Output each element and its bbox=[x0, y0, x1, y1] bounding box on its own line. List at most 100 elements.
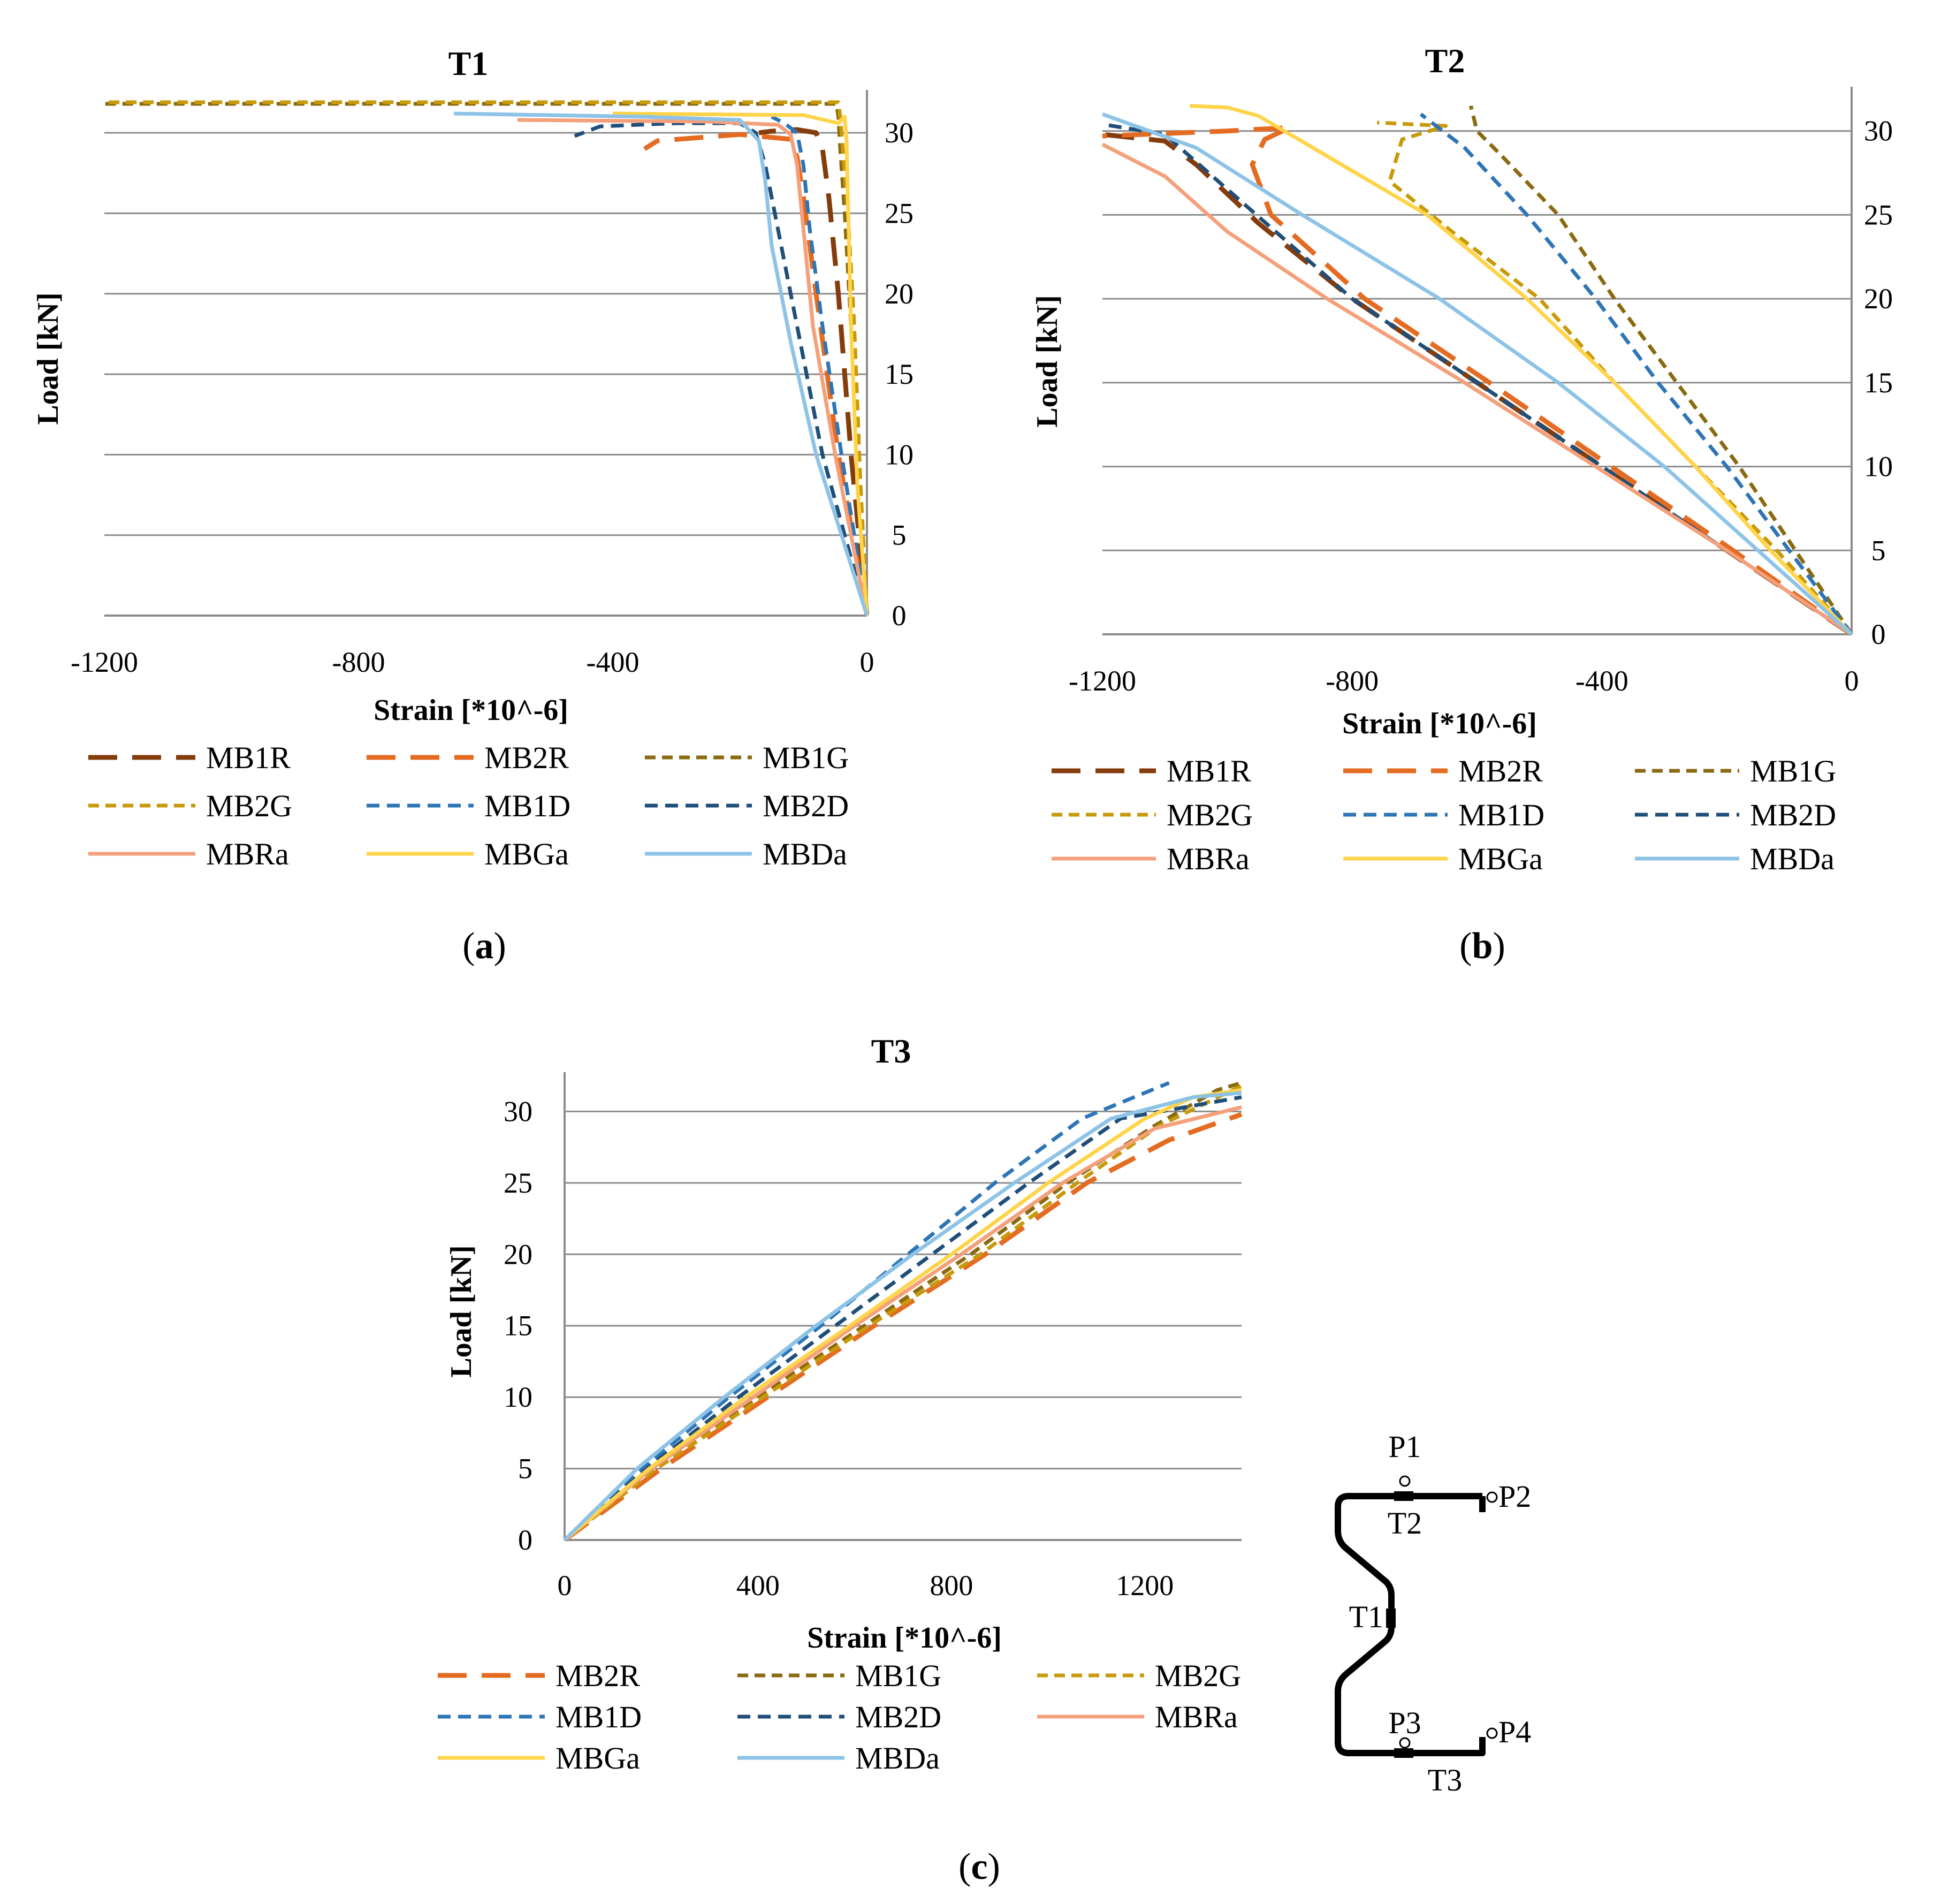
x-tick-label: -1200 bbox=[71, 646, 138, 678]
x-tick-label: -400 bbox=[587, 646, 640, 678]
legend-label-mb1g: MB1G bbox=[855, 1658, 941, 1693]
y-tick-label: 15 bbox=[504, 1310, 532, 1342]
caption-b: (b) bbox=[1459, 926, 1505, 967]
legend-label-mbra: MBRa bbox=[206, 837, 289, 871]
x-tick-label: -800 bbox=[332, 646, 385, 678]
series-line-mbda bbox=[563, 1091, 1242, 1540]
legend-label-mb2g: MB2G bbox=[1167, 798, 1253, 832]
gauge-t1 bbox=[1386, 1609, 1396, 1628]
point-p1 bbox=[1399, 1475, 1411, 1487]
legend-label-mb1d: MB1D bbox=[1458, 798, 1544, 832]
series-group bbox=[104, 100, 869, 616]
legend: MB2R MB1G MB2G MB1D MB2D MBRa MBGa MBDa bbox=[438, 1658, 1241, 1776]
x-tick-label: -400 bbox=[1575, 665, 1628, 697]
x-tick-label: -1200 bbox=[1069, 665, 1136, 697]
series-line-mb2d bbox=[574, 121, 869, 616]
y-tick-label: 30 bbox=[885, 117, 914, 149]
point-p4 bbox=[1486, 1727, 1498, 1739]
series-line-mbga bbox=[612, 111, 869, 616]
x-tick-label: 0 bbox=[558, 1569, 572, 1602]
series-group bbox=[1101, 104, 1853, 634]
gauge-t3 bbox=[1394, 1748, 1413, 1758]
series-line-mbda bbox=[454, 111, 869, 616]
legend-label-mb2r: MB2R bbox=[484, 740, 569, 775]
label-t3: T3 bbox=[1428, 1763, 1462, 1797]
series-line-mbra bbox=[563, 1105, 1242, 1540]
series-line-mbra bbox=[517, 118, 869, 616]
legend-label-mb1g: MB1G bbox=[1750, 754, 1836, 788]
series-line-mbra bbox=[1101, 142, 1853, 634]
x-axis-title: Strain [*10^-6] bbox=[1342, 707, 1537, 740]
series-line-mb1g bbox=[1468, 105, 1853, 634]
label-p3: P3 bbox=[1388, 1705, 1421, 1740]
chart-t3: 0 5 10 15 20 25 30 0 400 800 1200 T3 Strain [*10^-6]… bbox=[438, 1032, 1243, 1776]
series-line-mb2g bbox=[1377, 120, 1853, 634]
series-line-mb2d bbox=[563, 1095, 1242, 1540]
chart-title: T1 bbox=[448, 44, 489, 82]
series-line-mb1g bbox=[563, 1081, 1242, 1540]
gauge-t2 bbox=[1394, 1491, 1413, 1501]
legend-label-mb1d: MB1D bbox=[484, 788, 570, 823]
y-tick-label: 5 bbox=[892, 519, 907, 551]
x-axis-title: Strain [*10^-6] bbox=[807, 1621, 1002, 1655]
cross-section-diagram: P1 P2 T2 T1 P3 P4 T3 bbox=[1335, 1429, 1531, 1797]
x-tick-label: 0 bbox=[1845, 665, 1859, 697]
point-p3 bbox=[1399, 1737, 1411, 1749]
label-p4: P4 bbox=[1498, 1715, 1531, 1749]
legend-label-mb2d: MB2D bbox=[763, 788, 849, 823]
x-tick-label: 1200 bbox=[1116, 1569, 1174, 1602]
series-line-mbga bbox=[1190, 104, 1853, 634]
series-line-mb2g bbox=[104, 100, 869, 616]
legend-label-mbga: MBGa bbox=[555, 1741, 640, 1776]
y-axis-title: Load [kN] bbox=[445, 1245, 478, 1377]
legend-label-mb2d: MB2D bbox=[855, 1700, 941, 1734]
x-tick-label: 0 bbox=[860, 646, 874, 678]
y-tick-label: 10 bbox=[885, 438, 914, 471]
legend: MB1R MB2R MB1G MB2G MB1D MB2D MBRa MBGa MBDa bbox=[1052, 754, 1836, 876]
legend: MB1R MB2R MB1G MB2G MB1D MB2D MBRa MBGa MBDa bbox=[88, 740, 849, 871]
y-tick-label: 25 bbox=[885, 197, 914, 229]
y-tick-label: 20 bbox=[504, 1238, 532, 1270]
label-p1: P1 bbox=[1388, 1429, 1421, 1464]
label-t2: T2 bbox=[1388, 1506, 1422, 1541]
y-tick-label: 25 bbox=[504, 1167, 532, 1199]
x-axis-title: Strain [*10^-6] bbox=[374, 694, 568, 727]
legend-label-mbda: MBDa bbox=[763, 837, 847, 871]
series-line-mbga bbox=[563, 1088, 1242, 1540]
y-tick-label: 5 bbox=[518, 1453, 532, 1485]
legend-label-mbda: MBDa bbox=[1750, 841, 1835, 876]
legend-label-mbga: MBGa bbox=[1458, 841, 1543, 876]
series-line-mb2r bbox=[563, 1112, 1243, 1540]
series-line-mb2g bbox=[563, 1084, 1243, 1540]
y-tick-label: 10 bbox=[1864, 451, 1893, 483]
y-tick-label: 15 bbox=[1864, 367, 1893, 399]
legend-label-mb1d: MB1D bbox=[555, 1700, 642, 1734]
legend-label-mbra: MBRa bbox=[1167, 841, 1250, 876]
y-tick-label: 0 bbox=[1871, 618, 1886, 650]
series-line-mb2r bbox=[1102, 125, 1853, 634]
legend-label-mb1r: MB1R bbox=[1167, 754, 1251, 788]
legend-label-mb1r: MB1R bbox=[206, 740, 291, 775]
series-line-mbda bbox=[1101, 112, 1853, 634]
y-tick-label: 15 bbox=[885, 358, 914, 390]
legend-label-mbda: MBDa bbox=[855, 1741, 940, 1776]
series-group bbox=[563, 1081, 1243, 1540]
x-tick-label: 400 bbox=[736, 1569, 780, 1602]
legend-label-mb2r: MB2R bbox=[1458, 754, 1543, 788]
legend-label-mb2g: MB2G bbox=[206, 788, 292, 823]
legend-label-mb2d: MB2D bbox=[1750, 798, 1836, 832]
x-tick-label: 800 bbox=[930, 1569, 973, 1602]
series-line-mb1d bbox=[771, 115, 869, 616]
y-tick-label: 25 bbox=[1864, 199, 1893, 231]
series-line-mb1g bbox=[104, 102, 869, 616]
label-p2: P2 bbox=[1498, 1479, 1531, 1514]
y-tick-label: 20 bbox=[1864, 283, 1893, 315]
chart-title: T3 bbox=[871, 1032, 911, 1070]
y-tick-label: 30 bbox=[1864, 115, 1893, 147]
point-p2 bbox=[1486, 1491, 1498, 1503]
legend-label-mbga: MBGa bbox=[484, 837, 569, 871]
y-axis-title: Load [kN] bbox=[32, 292, 65, 424]
y-tick-label: 10 bbox=[504, 1381, 532, 1413]
x-tick-label: -800 bbox=[1326, 665, 1379, 697]
